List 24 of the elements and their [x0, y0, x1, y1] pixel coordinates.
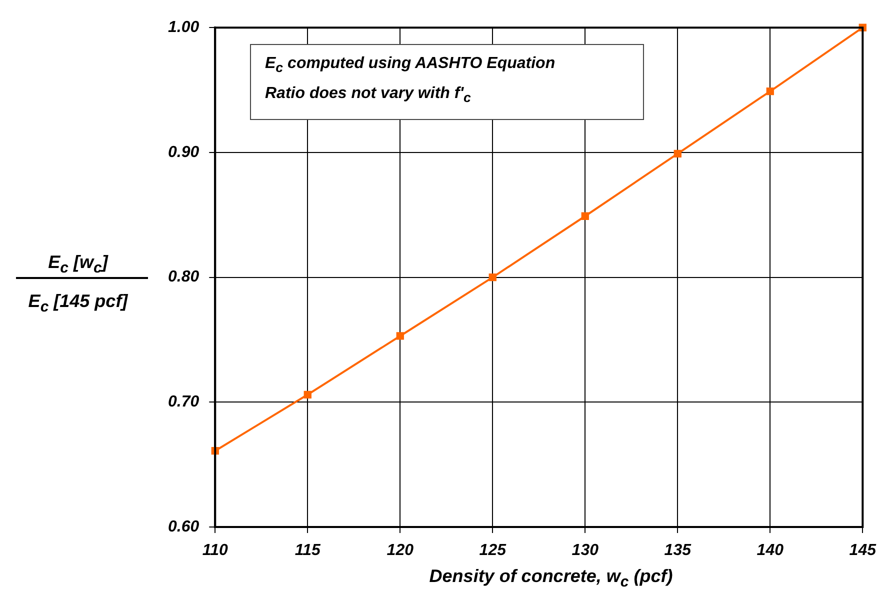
point	[396, 332, 404, 340]
point	[581, 212, 589, 220]
x-tick-label: 110	[202, 542, 228, 560]
y-tick-label: 0.80	[168, 268, 200, 286]
x-tick-label: 115	[294, 542, 322, 560]
point	[304, 390, 312, 398]
y-tick-label: 1.00	[168, 19, 200, 36]
point	[488, 273, 496, 282]
x-tick-label: 130	[572, 542, 599, 560]
point	[674, 150, 682, 158]
x-tick-label: 120	[386, 542, 414, 560]
x-axis-title: Density of concrete, w$_{c}$ (pcf)	[428, 566, 674, 591]
y-tick-label: 0.90	[168, 144, 200, 161]
annotation: E$_{c}$ computed using AASHTO Equation	[265, 54, 556, 78]
text: E$_{c}$ [w$_{c}$] E$_{c}$ [145 pcf]	[28, 252, 128, 316]
x-tick-label: 145	[849, 542, 878, 560]
note-box: E$_{c}$ computed using AASHTO Equation Ratio does not vary with f'$_{c}$	[250, 44, 644, 120]
x-tick-label: 135	[664, 542, 692, 560]
y-tick-label: 0.60	[168, 518, 200, 536]
x-tick-label: 140	[756, 542, 784, 560]
point	[766, 87, 774, 96]
y-tick-label: 0.70	[168, 394, 200, 411]
annotation: Ratio does not vary with f'$_{c}$	[265, 84, 472, 108]
x-tick-label: 125	[479, 542, 508, 560]
